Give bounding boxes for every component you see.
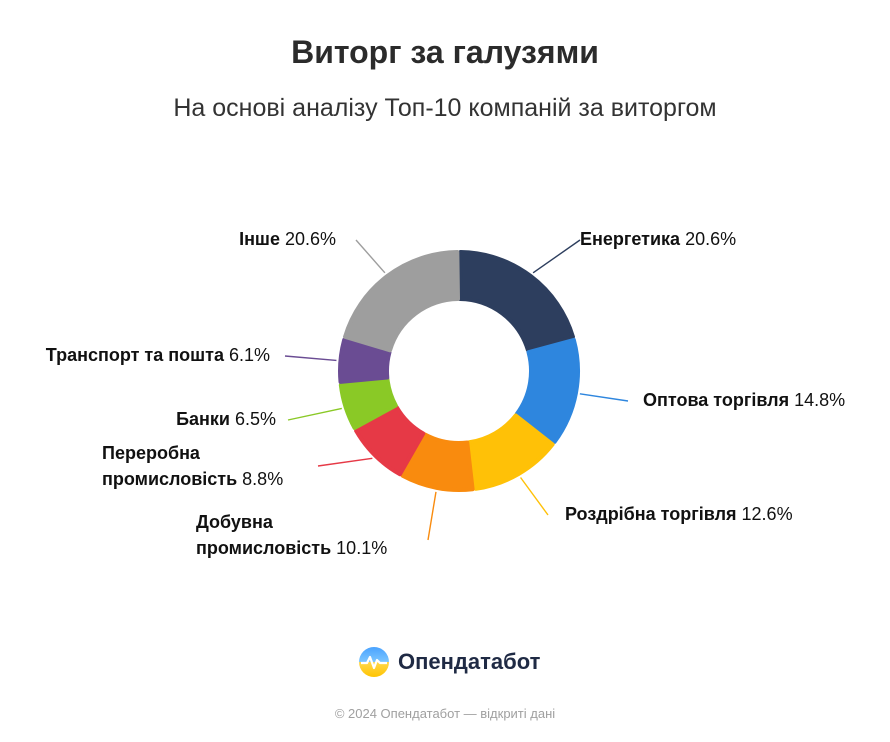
- slice-label-value: 12.6%: [737, 504, 793, 524]
- opendatabot-logo-icon: [359, 647, 389, 677]
- leader-line: [284, 355, 337, 362]
- leader-line: [355, 239, 386, 274]
- slice-label: Оптова торгівля 14.8%: [643, 390, 845, 410]
- slice-label: Енергетика 20.6%: [580, 229, 736, 249]
- slice-label-name: Банки: [176, 409, 230, 429]
- leader-line: [317, 457, 373, 467]
- donut-slice: [343, 250, 460, 353]
- leader-line: [579, 393, 629, 402]
- donut-slice: [467, 413, 555, 491]
- slice-label-name: Переробна: [102, 443, 201, 463]
- brand-logo: Опендатабот: [358, 645, 540, 679]
- slice-label: Роздрібна торгівля 12.6%: [565, 504, 793, 524]
- slice-label-name: Інше: [239, 229, 280, 249]
- donut-slice: [354, 405, 426, 477]
- chart-subtitle: На основі аналізу Топ-10 компаній за вит…: [173, 94, 717, 122]
- donut-slice: [400, 432, 475, 492]
- donut-slice: [338, 337, 392, 384]
- slice-label-value: 20.6%: [680, 229, 736, 249]
- slice-label-name: Роздрібна торгівля: [565, 504, 737, 524]
- leader-line: [287, 407, 342, 421]
- slice-label-name: Добувна: [196, 512, 274, 532]
- slice-label: Інше 20.6%: [239, 229, 336, 249]
- slice-label-name: Транспорт та пошта: [46, 345, 225, 365]
- slice-label: Банки 6.5%: [176, 409, 276, 429]
- donut-slice: [514, 337, 580, 444]
- donut-slice: [338, 377, 398, 430]
- chart-title: Виторг за галузями: [291, 34, 599, 70]
- footer-copyright: © 2024 Опендатабот — відкриті дані: [334, 706, 556, 721]
- brand-name: Опендатабот: [398, 649, 541, 674]
- slice-label-value: 8.8%: [237, 469, 283, 489]
- slice-label: Транспорт та пошта 6.1%: [46, 345, 270, 365]
- slice-label-value: 20.6%: [280, 229, 336, 249]
- slice-label: Добувна промисловість 10.1%: [196, 512, 387, 558]
- leader-line: [427, 491, 437, 541]
- slice-label-value: 10.1%: [331, 538, 387, 558]
- donut-slice: [458, 250, 575, 353]
- slice-label-name: промисловість: [102, 469, 237, 489]
- slice-label-name: Оптова торгівля: [643, 390, 789, 410]
- leader-line: [532, 239, 581, 274]
- slice-label-value: 6.1%: [224, 345, 270, 365]
- slice-label-name: промисловість: [196, 538, 331, 558]
- slice-label: Переробна промисловість 8.8%: [102, 443, 283, 489]
- slice-label-value: 14.8%: [789, 390, 845, 410]
- slice-label-value: 6.5%: [230, 409, 276, 429]
- slice-label-name: Енергетика: [580, 229, 681, 249]
- leader-line: [519, 477, 549, 516]
